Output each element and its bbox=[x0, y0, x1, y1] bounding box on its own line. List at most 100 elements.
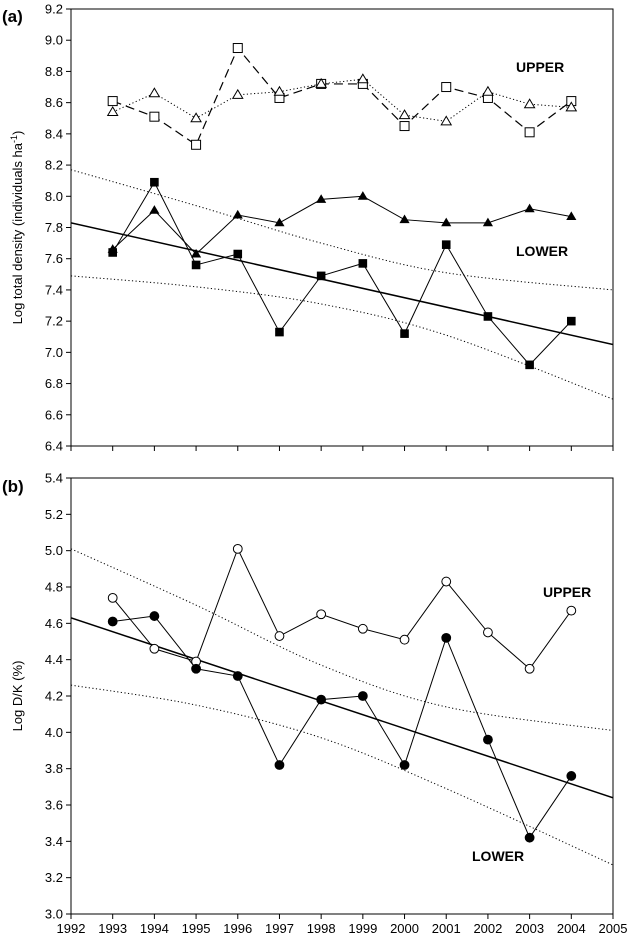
data-point-open-circle bbox=[232, 543, 243, 554]
y-tick-label: 4.2 bbox=[45, 689, 63, 704]
data-point-filled-square bbox=[150, 177, 159, 187]
x-tick-label: 1992 bbox=[57, 921, 86, 936]
data-point-open-circle bbox=[357, 623, 368, 634]
confidence-band-upper bbox=[71, 169, 613, 291]
data-point-filled-triangle bbox=[482, 217, 493, 227]
data-point-open-triangle bbox=[106, 106, 119, 117]
data-point-filled-circle bbox=[191, 663, 201, 674]
y-tick-label: 7.0 bbox=[45, 345, 63, 360]
y-tick-label: 3.2 bbox=[45, 870, 63, 885]
y-tick-label: 7.2 bbox=[45, 314, 63, 329]
y-axis-title: Log D/K (%) bbox=[10, 661, 25, 732]
y-tick-label: 4.6 bbox=[45, 616, 63, 631]
data-point-open-circle bbox=[107, 593, 118, 603]
data-point-filled-triangle bbox=[232, 209, 243, 219]
panel-label: (b) bbox=[2, 477, 24, 496]
series-line-filled-circle bbox=[112, 615, 572, 839]
data-point-filled-circle bbox=[316, 694, 327, 705]
x-tick-label: 1999 bbox=[348, 921, 377, 936]
regression-line bbox=[71, 617, 613, 799]
x-tick-label: 1997 bbox=[265, 921, 294, 936]
series-line-open-triangle bbox=[112, 78, 572, 122]
data-point-filled-circle bbox=[441, 632, 452, 643]
data-point-open-triangle bbox=[148, 87, 161, 98]
data-point-open-triangle bbox=[398, 109, 411, 120]
series-line-filled-square bbox=[112, 181, 572, 366]
data-point-filled-triangle bbox=[399, 214, 410, 224]
y-tick-label: 7.8 bbox=[45, 220, 63, 235]
group-label-lower: LOWER bbox=[516, 243, 568, 259]
data-point-open-square bbox=[399, 121, 410, 132]
x-tick-label: 2001 bbox=[432, 921, 461, 936]
data-point-open-triangle bbox=[231, 88, 244, 99]
x-tick-label: 1998 bbox=[307, 921, 336, 936]
group-label-upper: UPPER bbox=[516, 59, 564, 75]
data-point-open-circle bbox=[316, 609, 327, 620]
data-point-filled-circle bbox=[483, 734, 493, 745]
x-tick-label: 1995 bbox=[182, 921, 211, 936]
data-point-open-square bbox=[441, 82, 452, 93]
data-point-filled-triangle bbox=[566, 211, 577, 221]
y-tick-label: 7.6 bbox=[45, 251, 63, 266]
data-point-filled-triangle bbox=[191, 248, 202, 258]
data-point-open-triangle bbox=[190, 112, 202, 123]
data-point-open-triangle bbox=[273, 85, 286, 96]
data-point-open-circle bbox=[399, 634, 410, 645]
data-point-open-circle bbox=[149, 643, 160, 654]
x-tick-label: 1996 bbox=[223, 921, 252, 936]
data-point-filled-circle bbox=[232, 671, 243, 681]
data-point-open-triangle bbox=[565, 101, 578, 112]
data-point-filled-square bbox=[441, 240, 451, 249]
data-point-filled-circle bbox=[399, 760, 410, 770]
x-tick-label: 1993 bbox=[98, 921, 127, 936]
data-point-filled-triangle bbox=[149, 205, 160, 214]
y-tick-label: 8.6 bbox=[45, 95, 63, 110]
data-point-filled-circle bbox=[524, 832, 535, 843]
y-tick-label: 3.8 bbox=[45, 761, 63, 776]
confidence-band-lower bbox=[71, 684, 613, 866]
x-tick-label: 2004 bbox=[557, 921, 586, 936]
data-point-open-circle bbox=[274, 631, 285, 641]
data-point-open-square bbox=[232, 43, 243, 54]
confidence-band-upper bbox=[71, 548, 613, 732]
y-axis-title: Log total density (individuals ha-1) bbox=[9, 131, 25, 325]
data-point-open-triangle bbox=[356, 73, 369, 84]
y-tick-label: 6.8 bbox=[45, 376, 63, 391]
group-label-upper: UPPER bbox=[543, 584, 591, 600]
x-tick-label: 2005 bbox=[599, 921, 628, 936]
group-label-lower: LOWER bbox=[472, 848, 524, 864]
y-tick-label: 4.4 bbox=[45, 652, 63, 667]
y-tick-label: 8.4 bbox=[45, 126, 63, 141]
data-point-filled-circle bbox=[566, 771, 577, 781]
y-tick-label: 9.0 bbox=[45, 33, 63, 48]
data-point-filled-square bbox=[567, 316, 576, 326]
data-point-filled-circle bbox=[107, 616, 118, 627]
y-tick-label: 8.0 bbox=[45, 189, 63, 204]
y-tick-label: 9.2 bbox=[45, 2, 63, 17]
x-tick-label: 1994 bbox=[140, 921, 169, 936]
x-tick-label: 2000 bbox=[390, 921, 419, 936]
y-axis-title-close: ) bbox=[10, 131, 25, 135]
data-point-filled-square bbox=[525, 360, 534, 370]
data-point-filled-square bbox=[191, 260, 201, 270]
data-point-open-triangle bbox=[523, 98, 536, 109]
data-point-open-triangle bbox=[315, 77, 328, 88]
confidence-band-lower bbox=[71, 275, 613, 400]
data-point-filled-triangle bbox=[524, 203, 535, 213]
y-tick-label: 5.0 bbox=[45, 543, 63, 558]
data-point-filled-square bbox=[316, 271, 326, 281]
y-axis-title-superscript: -1 bbox=[9, 135, 19, 143]
plot-frame bbox=[70, 477, 614, 915]
data-point-open-circle bbox=[441, 576, 452, 587]
data-point-filled-triangle bbox=[316, 194, 327, 203]
data-point-open-square bbox=[149, 111, 160, 122]
y-tick-label: 5.2 bbox=[45, 507, 63, 522]
data-point-filled-square bbox=[275, 327, 284, 337]
y-tick-label: 3.6 bbox=[45, 798, 63, 813]
data-point-filled-triangle bbox=[357, 191, 368, 200]
y-tick-label: 4.0 bbox=[45, 725, 63, 740]
y-axis-title-main: Log total density (individuals ha bbox=[10, 142, 25, 324]
data-point-open-square bbox=[107, 96, 118, 107]
x-tick-label: 2002 bbox=[473, 921, 502, 936]
